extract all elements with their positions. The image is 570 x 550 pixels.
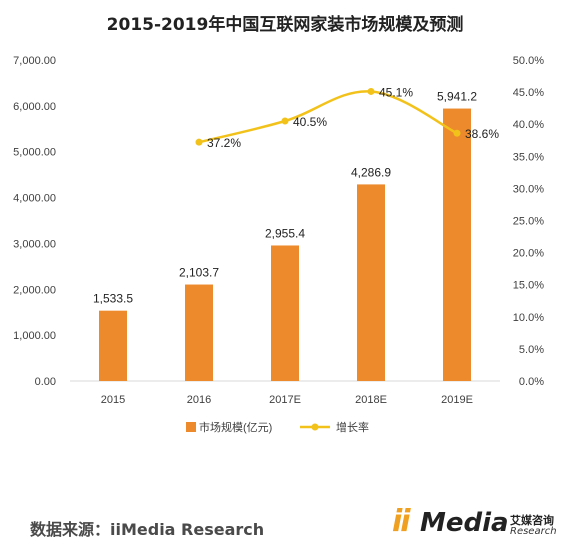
growth-rate-label: 45.1%	[379, 85, 413, 99]
logo-en: Research	[510, 526, 557, 537]
x-tick-label: 2019E	[441, 394, 473, 406]
logo-cn: 艾媒咨询	[510, 514, 554, 527]
bar	[99, 310, 127, 381]
bar-value-label: 1,533.5	[93, 292, 133, 306]
chart-title: 2015-2019年中国互联网家装市场规模及预测	[106, 15, 464, 35]
y-right-tick-label: 45.0%	[513, 87, 544, 99]
y-left-tick-label: 2,000.00	[13, 284, 56, 296]
growth-rate-point	[281, 117, 289, 125]
bar-value-label: 2,103.7	[179, 266, 219, 280]
legend-bar-swatch	[186, 422, 196, 432]
y-right-tick-label: 5.0%	[519, 344, 544, 356]
growth-rate-label: 37.2%	[207, 136, 241, 150]
y-right-tick-label: 40.0%	[513, 119, 544, 131]
bar	[357, 184, 385, 381]
combo-chart: 0.00 1,000.00 2,000.00 3,000.00 4,000.00 5,00…	[13, 55, 544, 434]
x-tick-label: 2016	[187, 394, 211, 406]
growth-rate-line	[198, 90, 458, 144]
y-left-tick-label: 3,000.00	[13, 238, 56, 250]
y-right-tick-label: 15.0%	[513, 280, 544, 292]
y-left-tick-label: 7,000.00	[13, 55, 56, 67]
bar	[443, 108, 471, 382]
y-right-tick-label: 10.0%	[513, 312, 544, 324]
y-left-tick-label: 1,000.00	[13, 330, 56, 342]
growth-rate-point	[195, 138, 203, 146]
y-right-tick-label: 20.0%	[513, 248, 544, 260]
bar-value-label: 2,955.4	[265, 226, 305, 240]
growth-rate-label: 40.5%	[293, 115, 327, 129]
y-right-tick-label: 0.0%	[519, 376, 544, 388]
bar-value-label: 5,941.2	[437, 90, 477, 104]
x-tick-label: 2017E	[269, 394, 301, 406]
imedia-logo: ii Media 艾媒咨询 Research	[392, 502, 562, 546]
y-right-tick-label: 35.0%	[513, 151, 544, 163]
growth-rate-point	[453, 129, 461, 137]
legend-line-marker	[311, 423, 319, 431]
y-left-tick-label: 5,000.00	[13, 147, 56, 159]
growth-rate-label: 38.6%	[465, 127, 499, 141]
y-left-tick-label: 4,000.00	[13, 193, 56, 205]
y-right-tick-label: 30.0%	[513, 183, 544, 195]
x-tick-label: 2018E	[355, 394, 387, 406]
bar	[185, 284, 213, 381]
legend-bar-label: 市场规模(亿元)	[199, 420, 272, 434]
x-tick-label: 2015	[101, 394, 125, 406]
y-left-tick-label: 0.00	[35, 376, 56, 388]
y-right-tick-label: 25.0%	[513, 216, 544, 228]
y-left-tick-label: 6,000.00	[13, 101, 56, 113]
growth-rate-point	[367, 87, 375, 95]
bar-value-label: 4,286.9	[351, 165, 391, 179]
logo-name: Media	[420, 508, 509, 538]
legend-line-label: 增长率	[336, 420, 369, 434]
data-source-label: 数据来源：iiMedia Research	[30, 520, 265, 539]
logo-mark: ii	[392, 504, 411, 539]
bar	[271, 245, 299, 381]
y-right-tick-label: 50.0%	[513, 55, 544, 67]
